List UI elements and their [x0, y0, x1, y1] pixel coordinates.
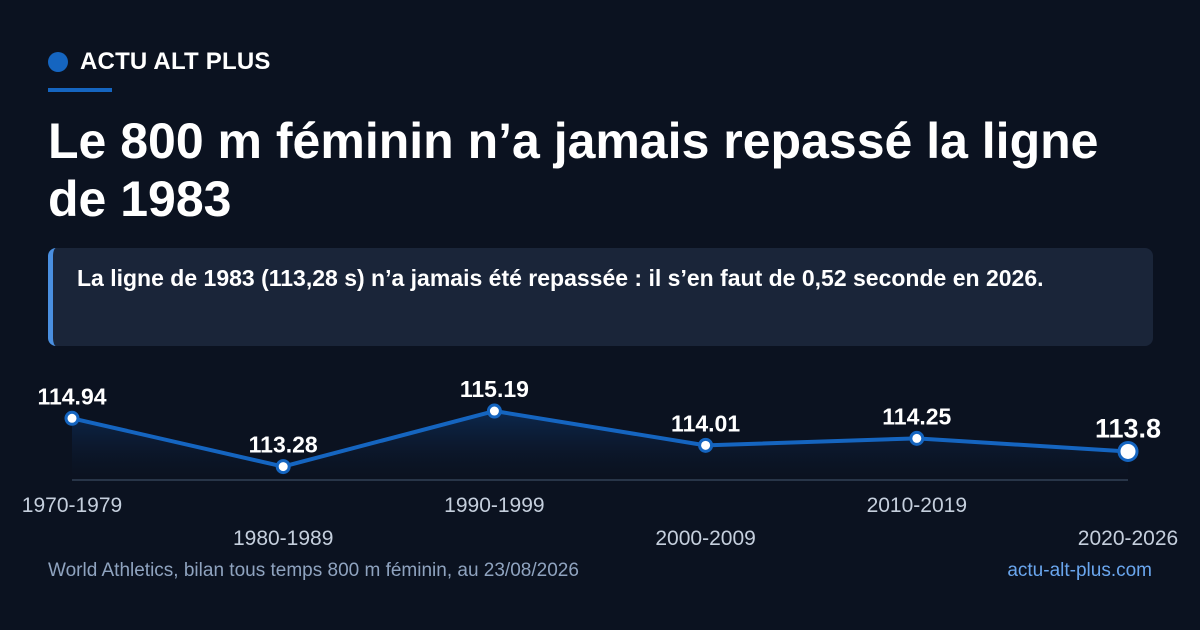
- page-title: Le 800 m féminin n’a jamais repassé la l…: [48, 113, 1099, 227]
- data-label: 113.8: [1095, 413, 1161, 443]
- callout-text: La ligne de 1983 (113,28 s) n’a jamais é…: [77, 265, 1044, 291]
- data-point: [64, 410, 80, 426]
- x-tick-label: 2020-2026: [1078, 527, 1178, 550]
- x-tick-label: 1990-1999: [444, 494, 544, 517]
- data-label: 114.01: [671, 410, 740, 436]
- brand-underline: [48, 88, 112, 92]
- brand: ACTU ALT PLUS: [48, 48, 271, 76]
- data-point: [909, 430, 925, 446]
- data-point: [1117, 440, 1139, 462]
- data-label: 114.25: [882, 403, 951, 429]
- brand-name: ACTU ALT PLUS: [80, 48, 271, 75]
- data-label: 113.28: [249, 432, 318, 458]
- data-point: [275, 459, 291, 475]
- brand-dot-icon: [48, 52, 68, 72]
- x-tick-label: 1980-1989: [233, 527, 333, 550]
- data-label: 114.94: [37, 383, 106, 409]
- callout-box: La ligne de 1983 (113,28 s) n’a jamais é…: [48, 248, 1153, 346]
- x-tick-label: 1970-1979: [22, 494, 122, 517]
- source-note: World Athletics, bilan tous temps 800 m …: [48, 560, 579, 581]
- area-fill: [72, 411, 1128, 480]
- line-chart: 114.94 1970-1979 113.28 1980-1989 115.19 1990…: [22, 376, 1178, 550]
- site-link[interactable]: actu-alt-plus.com: [1007, 560, 1152, 581]
- data-point: [698, 437, 714, 453]
- x-tick-label: 2010-2019: [867, 494, 967, 517]
- data-point: [486, 403, 502, 419]
- series-line: [71, 409, 1129, 469]
- x-tick-label: 2000-2009: [655, 527, 755, 550]
- data-label: 115.19: [460, 376, 529, 402]
